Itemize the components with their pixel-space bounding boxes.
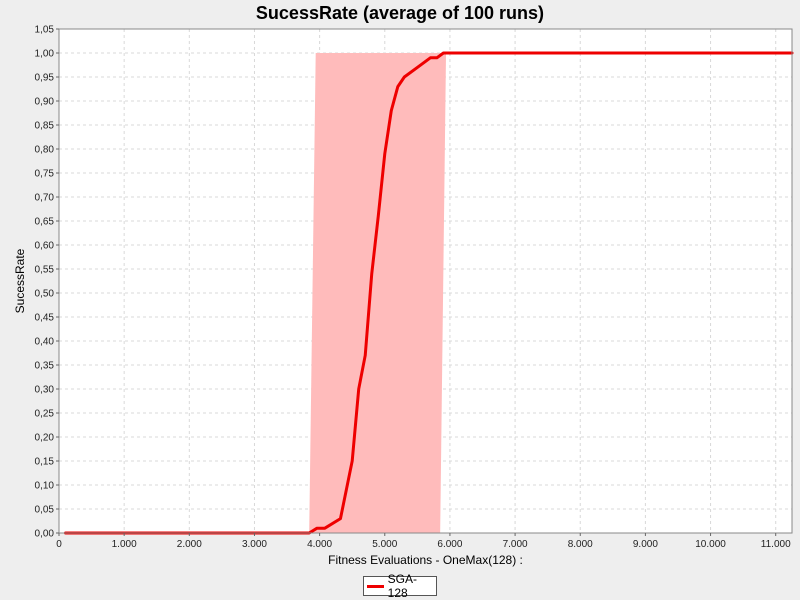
y-tick-label: 0,90 — [35, 97, 55, 108]
legend: SGA-128 — [363, 572, 437, 600]
y-tick-label: 0,85 — [35, 121, 55, 132]
range-band — [309, 53, 447, 533]
ticks: 0 1.000 2.000 3.000 4.000 5.000 6.000 7.000 8.00… — [35, 25, 792, 551]
y-tick-label: 0,45 — [35, 313, 55, 324]
x-tick-label: 4.000 — [307, 539, 332, 550]
y-tick-label: 0,05 — [35, 505, 55, 516]
range-band-layer — [309, 53, 447, 533]
plot-border — [58, 28, 793, 534]
legend-swatch — [367, 584, 384, 588]
chart-title: SucessRate (average of 100 runs) — [255, 3, 545, 23]
y-tick-label: 1,05 — [35, 25, 55, 36]
y-tick-label: 0,80 — [35, 145, 55, 156]
x-tick-label: 3.000 — [242, 539, 267, 550]
x-tick-label: 6.000 — [437, 539, 462, 550]
y-tick-label: 0,55 — [35, 265, 55, 276]
x-tick-label: 8.000 — [568, 539, 593, 550]
legend-label: SGA-128 — [387, 572, 417, 600]
y-tick-label: 0,25 — [35, 409, 55, 420]
y-tick-label: 0,40 — [35, 337, 55, 348]
y-tick-label: 0,50 — [35, 289, 55, 300]
y-tick-label: 0,00 — [35, 529, 55, 540]
y-tick-label: 0,30 — [35, 385, 55, 396]
series-line — [64, 51, 794, 535]
y-tick-label: 0,15 — [35, 457, 55, 468]
y-tick-label: 0,60 — [35, 241, 55, 252]
x-tick-label: 2.000 — [177, 539, 202, 550]
y-tick-label: 0,95 — [35, 73, 55, 84]
x-tick-label: 11.000 — [761, 539, 791, 550]
x-tick-label: 1.000 — [112, 539, 137, 550]
x-tick-label: 7.000 — [503, 539, 528, 550]
y-axis-label: SucessRate — [13, 248, 27, 313]
series-layer — [64, 51, 794, 535]
y-tick-label: 0,65 — [35, 217, 55, 228]
x-tick-label: 10.000 — [695, 539, 726, 550]
y-tick-label: 1,00 — [35, 49, 55, 60]
y-tick-label: 0,35 — [35, 361, 55, 372]
x-tick-label: 5.000 — [372, 539, 397, 550]
y-tick-label: 0,20 — [35, 433, 55, 444]
x-tick-label: 9.000 — [633, 539, 658, 550]
x-tick-label: 0 — [56, 539, 62, 550]
y-tick-label: 0,10 — [35, 481, 55, 492]
x-axis-label: Fitness Evaluations - OneMax(128) : — [328, 553, 523, 567]
y-tick-label: 0,70 — [35, 193, 55, 204]
y-tick-label: 0,75 — [35, 169, 55, 180]
